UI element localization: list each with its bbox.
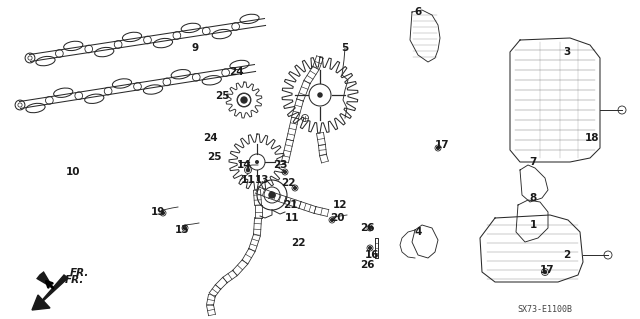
Text: 11: 11 — [285, 213, 300, 223]
Text: FR.: FR. — [70, 268, 90, 278]
Text: 18: 18 — [585, 133, 599, 143]
Text: 13: 13 — [255, 175, 269, 185]
Text: 19: 19 — [151, 207, 165, 217]
Text: 12: 12 — [333, 200, 348, 210]
Circle shape — [317, 92, 323, 98]
Text: 25: 25 — [207, 152, 221, 162]
Text: 3: 3 — [563, 47, 571, 57]
Text: 11: 11 — [241, 175, 255, 185]
Text: 1: 1 — [529, 220, 536, 230]
Text: 10: 10 — [66, 167, 80, 177]
Text: 2: 2 — [563, 250, 571, 260]
Text: 22: 22 — [291, 238, 305, 248]
Circle shape — [255, 160, 259, 164]
Circle shape — [241, 97, 247, 103]
Text: 4: 4 — [414, 227, 422, 237]
Text: 20: 20 — [330, 213, 344, 223]
Circle shape — [162, 211, 164, 214]
Polygon shape — [36, 271, 55, 290]
Text: 8: 8 — [529, 193, 536, 203]
Text: 26: 26 — [360, 260, 374, 270]
Circle shape — [369, 247, 371, 249]
Text: 9: 9 — [191, 43, 198, 53]
Circle shape — [184, 227, 186, 229]
Text: 24: 24 — [228, 67, 243, 77]
Text: 7: 7 — [529, 157, 537, 167]
Circle shape — [294, 187, 296, 189]
Text: 16: 16 — [365, 250, 380, 260]
Text: 6: 6 — [414, 7, 422, 17]
Text: 17: 17 — [540, 265, 554, 275]
Text: 22: 22 — [281, 178, 295, 188]
Circle shape — [284, 171, 286, 173]
Polygon shape — [38, 275, 68, 305]
Text: 26: 26 — [360, 223, 374, 233]
Circle shape — [269, 192, 275, 198]
Text: 25: 25 — [215, 91, 229, 101]
Text: FR.: FR. — [65, 275, 84, 285]
Text: 5: 5 — [341, 43, 349, 53]
Text: 15: 15 — [175, 225, 189, 235]
Polygon shape — [32, 295, 50, 310]
Circle shape — [243, 98, 246, 102]
Text: 23: 23 — [273, 160, 287, 170]
Circle shape — [436, 147, 439, 149]
Circle shape — [246, 168, 250, 172]
Circle shape — [543, 271, 547, 274]
Text: 14: 14 — [237, 160, 252, 170]
Circle shape — [369, 227, 371, 229]
Text: 17: 17 — [435, 140, 449, 150]
Text: 21: 21 — [283, 200, 297, 210]
Text: 24: 24 — [203, 133, 218, 143]
Circle shape — [331, 219, 333, 221]
Text: SX73-E1100B: SX73-E1100B — [518, 306, 573, 315]
